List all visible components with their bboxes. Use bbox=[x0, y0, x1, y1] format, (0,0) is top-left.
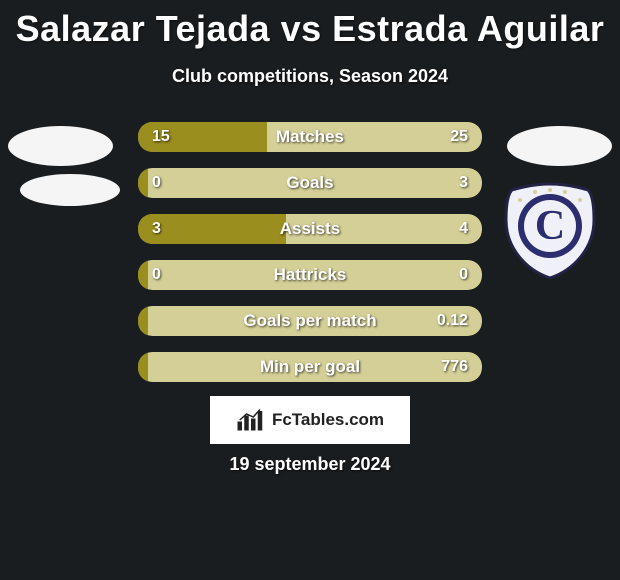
left-team-logo-2 bbox=[20, 174, 120, 206]
bar-value-left: 15 bbox=[152, 122, 170, 152]
stat-row-goals-per-match: Goals per match0.12 bbox=[138, 306, 482, 336]
bar-value-left: 0 bbox=[152, 260, 161, 290]
brand-chart-icon bbox=[236, 408, 266, 432]
bar-value-right: 0.12 bbox=[437, 306, 468, 336]
bar-value-left: 0 bbox=[152, 168, 161, 198]
bar-value-right: 0 bbox=[459, 260, 468, 290]
right-team-logo-1 bbox=[507, 126, 612, 166]
brand-banner: FcTables.com bbox=[210, 396, 410, 444]
stat-row-assists: Assists3 4 bbox=[138, 214, 482, 244]
bar-value-right: 3 bbox=[459, 168, 468, 198]
right-team-badge: C bbox=[500, 180, 600, 280]
bar-label: Goals per match bbox=[138, 306, 482, 336]
bar-value-right: 25 bbox=[450, 122, 468, 152]
brand-text: FcTables.com bbox=[272, 410, 384, 430]
bar-value-right: 4 bbox=[459, 214, 468, 244]
left-team-logo-1 bbox=[8, 126, 113, 166]
date-text: 19 september 2024 bbox=[0, 454, 620, 475]
bar-label: Min per goal bbox=[138, 352, 482, 382]
bar-label: Goals bbox=[138, 168, 482, 198]
stat-row-goals: Goals0 3 bbox=[138, 168, 482, 198]
stat-row-matches: Matches15 25 bbox=[138, 122, 482, 152]
stat-row-min-per-goal: Min per goal776 bbox=[138, 352, 482, 382]
bar-label: Hattricks bbox=[138, 260, 482, 290]
bar-label: Assists bbox=[138, 214, 482, 244]
svg-text:C: C bbox=[535, 203, 565, 249]
stat-bars: Matches1525Goals03Assists34Hattricks00Go… bbox=[138, 122, 482, 398]
bar-value-left: 3 bbox=[152, 214, 161, 244]
subtitle: Club competitions, Season 2024 bbox=[0, 66, 620, 87]
bar-label: Matches bbox=[138, 122, 482, 152]
stat-row-hattricks: Hattricks0 0 bbox=[138, 260, 482, 290]
bar-value-right: 776 bbox=[441, 352, 468, 382]
page-title: Salazar Tejada vs Estrada Aguilar bbox=[0, 0, 620, 50]
